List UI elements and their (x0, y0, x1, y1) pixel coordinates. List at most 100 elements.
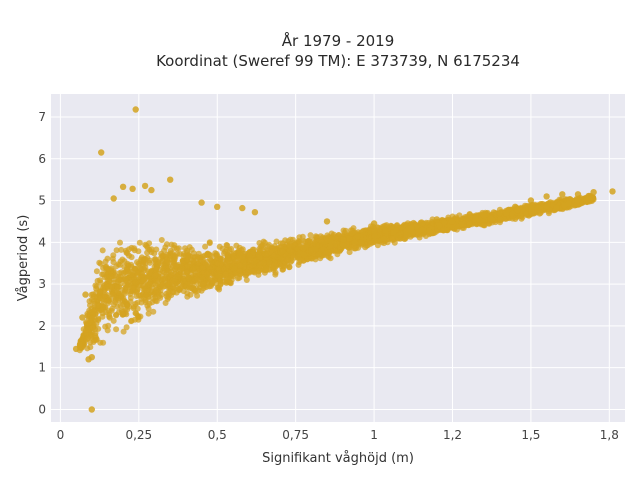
data-point (146, 281, 153, 288)
data-point (509, 210, 515, 217)
data-point (389, 235, 396, 242)
data-point (346, 235, 353, 242)
data-point (142, 264, 149, 271)
data-point (152, 266, 159, 273)
data-point (128, 254, 135, 261)
data-point (163, 241, 170, 248)
data-point (260, 259, 267, 266)
data-point (537, 209, 544, 216)
data-point (291, 241, 298, 248)
data-point (496, 210, 503, 217)
data-point (114, 284, 121, 291)
data-point (480, 222, 487, 229)
y-tick-label: 7 (38, 110, 46, 124)
y-axis-ticks: 0 1 2 3 4 5 6 7 (38, 110, 46, 416)
x-tick-label: 1,8 (600, 428, 619, 442)
data-point (256, 267, 263, 274)
data-point (231, 265, 238, 272)
data-point (118, 307, 125, 314)
data-point (561, 202, 568, 209)
data-point (115, 276, 122, 282)
data-point (284, 257, 291, 264)
data-point (143, 242, 150, 249)
data-point (403, 231, 410, 238)
data-point (133, 310, 140, 317)
data-point (354, 233, 361, 240)
data-point (295, 253, 302, 260)
data-point (159, 258, 166, 265)
data-point (381, 235, 387, 242)
data-point (72, 345, 80, 353)
data-point (128, 244, 135, 251)
data-point (118, 246, 125, 253)
data-point (148, 186, 155, 194)
data-point (222, 271, 229, 278)
data-point (282, 237, 289, 244)
data-point (98, 149, 105, 156)
point-cloud (76, 192, 597, 354)
data-point (449, 218, 455, 225)
data-point (199, 253, 206, 260)
data-point (115, 261, 122, 268)
data-point (320, 246, 327, 253)
y-tick-label: 4 (38, 235, 46, 249)
data-point (193, 256, 200, 263)
data-point (151, 256, 158, 263)
data-point (148, 246, 155, 253)
data-point (231, 255, 238, 262)
data-point (116, 270, 123, 277)
data-point (233, 242, 240, 249)
data-point (237, 262, 243, 269)
y-tick-label: 1 (38, 361, 46, 375)
data-point (185, 275, 192, 282)
data-point (223, 242, 230, 248)
data-point (119, 183, 127, 190)
data-point (79, 314, 86, 321)
data-point (206, 240, 213, 247)
data-point (172, 253, 179, 260)
scatter-points (72, 106, 616, 413)
data-point (371, 227, 378, 234)
data-point (286, 242, 293, 249)
data-point (110, 259, 117, 266)
data-point (243, 277, 250, 283)
x-tick-label: 1 (370, 428, 378, 442)
data-point (256, 240, 263, 246)
data-point (382, 227, 389, 234)
x-tick-label: 1,2 (443, 428, 462, 442)
data-point (192, 288, 199, 295)
data-point (340, 242, 347, 249)
data-point (317, 233, 324, 240)
data-point (217, 262, 224, 268)
data-point (208, 277, 215, 284)
y-tick-label: 3 (38, 277, 46, 291)
data-point (214, 252, 221, 259)
data-point (216, 243, 223, 250)
data-point (164, 296, 171, 302)
data-point (574, 197, 581, 204)
data-point (187, 280, 194, 287)
data-point (371, 233, 378, 240)
data-point (300, 245, 307, 252)
data-point (127, 294, 134, 301)
data-point (458, 221, 465, 228)
chart-title: År 1979 - 2019 (282, 31, 395, 50)
data-point (92, 282, 99, 289)
data-point (136, 239, 143, 246)
data-point (110, 195, 117, 202)
data-point (150, 308, 157, 315)
data-point (124, 250, 131, 257)
data-point (158, 237, 165, 243)
y-axis-label: Vågperiod (s) (16, 215, 31, 302)
data-point (95, 307, 102, 314)
data-point (141, 182, 149, 190)
data-point (164, 257, 171, 263)
data-point (168, 271, 175, 278)
data-point (323, 218, 331, 225)
data-point (143, 288, 150, 295)
y-tick-label: 0 (38, 402, 46, 416)
data-point (144, 275, 150, 281)
data-point (99, 271, 106, 278)
data-point (89, 315, 96, 322)
data-point (113, 247, 120, 254)
